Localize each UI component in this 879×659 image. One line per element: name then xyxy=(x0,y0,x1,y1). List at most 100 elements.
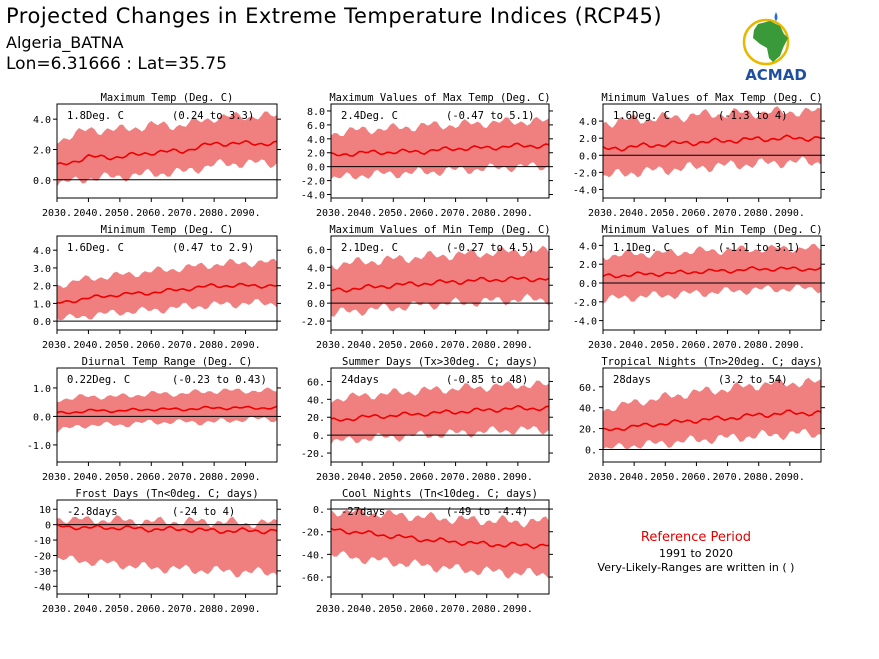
chart-title: Frost Days (Tn<0deg. C; days) xyxy=(75,488,258,500)
mean-series-line xyxy=(56,523,278,535)
x-tick-label: 2090. xyxy=(775,340,805,351)
reference-title: Reference Period xyxy=(640,530,752,545)
likely-range-label: (0.24 to 3.3) xyxy=(172,110,254,122)
mean-change-label: 2.4Deg. C xyxy=(341,110,398,122)
x-tick-label: 2080. xyxy=(472,340,502,351)
likely-range-label: (-24 to 4) xyxy=(172,506,235,518)
mean-change-label: 28days xyxy=(613,374,651,386)
chart-panel-7: -1.0 0.0 1.0 2030. 2040. 2050. 2060. 2070. 2080.… xyxy=(27,356,281,483)
y-tick-label: 0.0 xyxy=(579,279,597,290)
y-tick-label: 2.0 xyxy=(307,281,325,292)
y-tick-label: 4.0 xyxy=(307,263,325,274)
mean-series-line xyxy=(330,142,550,157)
plot-frame xyxy=(330,235,550,331)
x-tick-label: 2030. xyxy=(42,472,72,483)
x-tick-label: 2030. xyxy=(316,340,346,351)
x-tick-label: 2070. xyxy=(168,340,198,351)
y-tick-label: -2.0 xyxy=(301,177,325,188)
x-tick-label: 2030. xyxy=(316,472,346,483)
plot-frame xyxy=(602,367,822,463)
x-tick-label: 2040. xyxy=(619,340,649,351)
chart-panel-8: -20. 0. 20. 40. 60. 2030. 2040. 2050. 2060. 2070.… xyxy=(301,356,553,483)
x-tick-label: 2070. xyxy=(168,472,198,483)
y-tick-label: 10 xyxy=(39,505,51,516)
x-tick-label: 2080. xyxy=(472,472,502,483)
y-tick-label: 4.0 xyxy=(33,115,51,126)
likely-range-band xyxy=(57,515,277,578)
x-tick-label: 2090. xyxy=(231,604,261,615)
mean-series-line xyxy=(602,134,822,152)
likely-range-label: (-0.27 to 4.5) xyxy=(446,242,535,254)
y-tick-label: 2.0 xyxy=(33,145,51,156)
y-tick-label: -2.0 xyxy=(301,317,325,328)
x-tick-label: 2070. xyxy=(168,604,198,615)
plot-frame xyxy=(56,499,278,595)
x-tick-label: 2070. xyxy=(168,208,198,219)
x-tick-label: 2090. xyxy=(231,472,261,483)
y-tick-label: 0.0 xyxy=(33,317,51,328)
mean-series-line xyxy=(602,409,822,432)
x-tick-label: 2070. xyxy=(441,208,471,219)
reference-years: 1991 to 2020 xyxy=(658,547,734,560)
x-tick-label: 2040. xyxy=(619,472,649,483)
likely-range-band xyxy=(57,387,277,434)
y-tick-label: -30 xyxy=(33,567,51,578)
x-tick-label: 2060. xyxy=(409,604,439,615)
mean-change-label: 1.1Deg. C xyxy=(613,242,670,254)
x-tick-label: 2040. xyxy=(347,472,377,483)
chart-title: Cool Nights (Tn<10deg. C; days) xyxy=(342,488,538,500)
x-tick-label: 2070. xyxy=(441,340,471,351)
y-tick-label: -4.0 xyxy=(573,185,597,196)
y-tick-label: 40. xyxy=(579,404,597,415)
likely-range-label: (3.2 to 54) xyxy=(718,374,788,386)
y-tick-label: 2.0 xyxy=(33,282,51,293)
x-tick-label: 2090. xyxy=(503,340,533,351)
chart-panel-5: -2.0 0.0 2.0 4.0 6.0 2030. 2040. 2050. 2060. 2070… xyxy=(301,224,553,351)
x-tick-label: 2050. xyxy=(378,472,408,483)
coordinates-label: Lon=6.31666 : Lat=35.75 xyxy=(6,54,227,74)
y-tick-label: -2.0 xyxy=(573,168,597,179)
x-tick-label: 2060. xyxy=(136,604,166,615)
x-tick-label: 2080. xyxy=(199,472,229,483)
likely-range-label: (-1.3 to 4) xyxy=(718,110,788,122)
likely-range-label: (-49 to -4.4) xyxy=(446,506,528,518)
x-tick-label: 2050. xyxy=(650,340,680,351)
x-tick-label: 2080. xyxy=(472,604,502,615)
mean-change-label: 1.6Deg. C xyxy=(613,110,670,122)
chart-panel-4: 0.0 1.0 2.0 3.0 4.0 2030. 2040. 2050. 2060. 2070.… xyxy=(33,224,281,351)
y-tick-label: 0. xyxy=(313,431,325,442)
x-tick-label: 2060. xyxy=(136,472,166,483)
x-tick-label: 2090. xyxy=(231,340,261,351)
likely-range-label: (-1.1 to 3.1) xyxy=(718,242,800,254)
x-tick-label: 2060. xyxy=(681,340,711,351)
x-tick-label: 2080. xyxy=(199,208,229,219)
x-tick-label: 2070. xyxy=(441,604,471,615)
x-tick-label: 2090. xyxy=(231,208,261,219)
chart-panel-3: -4.0 -2.0 0.0 2.0 4.0 2030. 2040. 2050. 2060. 207… xyxy=(573,92,825,219)
y-tick-label: -40. xyxy=(301,550,325,561)
y-tick-label: 4.0 xyxy=(307,135,325,146)
page-title: Projected Changes in Extreme Temperature… xyxy=(6,4,663,28)
y-tick-label: -10 xyxy=(33,536,51,547)
x-tick-label: 2060. xyxy=(681,208,711,219)
likely-range-label: (-0.47 to 5.1) xyxy=(446,110,535,122)
x-tick-label: 2040. xyxy=(73,472,103,483)
x-tick-label: 2050. xyxy=(105,340,135,351)
likely-range-band xyxy=(57,111,277,187)
chart-title: Summer Days (Tx>30deg. C; days) xyxy=(342,356,538,368)
y-tick-label: -20. xyxy=(301,528,325,539)
y-tick-label: 0 xyxy=(45,521,51,532)
y-tick-label: 1.0 xyxy=(33,384,51,395)
x-tick-label: 2080. xyxy=(472,208,502,219)
x-tick-label: 2050. xyxy=(105,472,135,483)
x-tick-label: 2090. xyxy=(503,604,533,615)
y-tick-label: 4.0 xyxy=(579,241,597,252)
likely-range-band xyxy=(603,106,821,178)
chart-title: Tropical Nights (Tn>20deg. C; days) xyxy=(601,356,822,368)
mean-change-label: 1.6Deg. C xyxy=(67,242,124,254)
y-tick-label: 0. xyxy=(585,445,597,456)
x-tick-label: 2070. xyxy=(713,472,743,483)
x-tick-label: 2030. xyxy=(42,340,72,351)
